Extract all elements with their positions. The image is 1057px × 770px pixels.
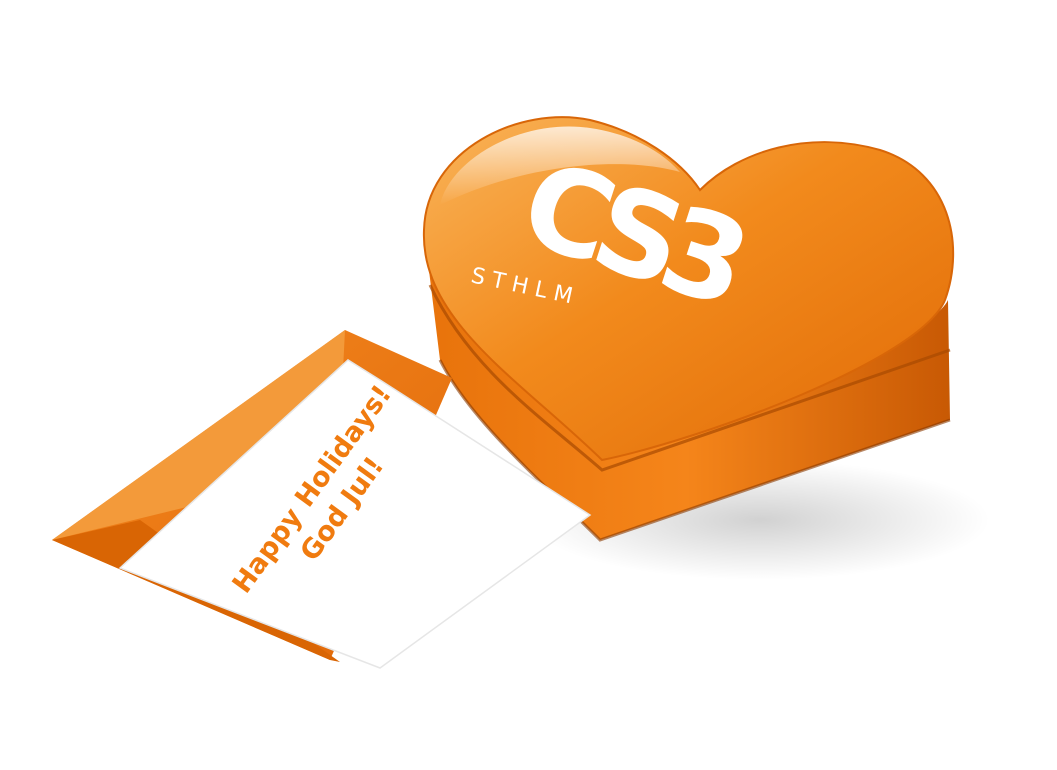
lid-highlight [440,126,680,205]
heart-box-bottom-edge [438,359,951,542]
envelope: Happy Holidays! God Jul! [52,330,592,669]
envelope-flap [52,330,345,540]
heart-box-seam [428,284,951,472]
greeting-card [118,359,592,669]
heart-box-side [424,230,950,540]
heart-box-lid [422,116,955,462]
